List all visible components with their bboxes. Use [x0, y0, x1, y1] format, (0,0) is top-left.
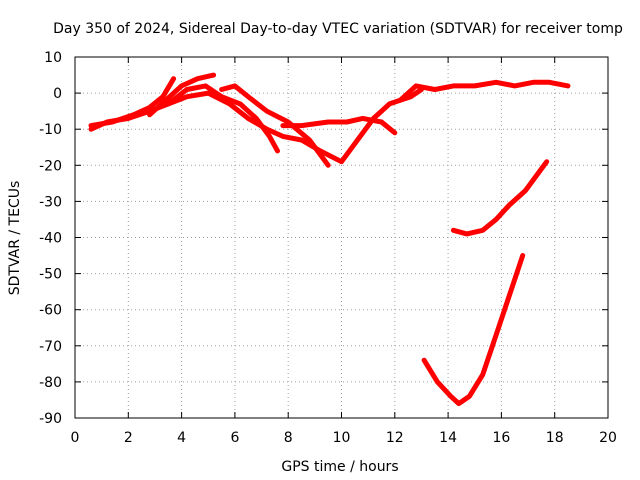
x-axis-label: GPS time / hours: [281, 459, 398, 475]
x-tick-label: 14: [439, 430, 457, 446]
y-tick-label: -90: [39, 411, 62, 427]
chart-title: Day 350 of 2024, Sidereal Day-to-day VTE…: [53, 21, 623, 37]
series-line-track-7: [397, 79, 571, 103]
y-tick-label: -10: [39, 122, 62, 138]
series-line-track-9: [421, 253, 526, 407]
x-tick-label: 12: [386, 430, 404, 446]
x-tick-label: 20: [599, 430, 617, 446]
axis-ticks: 0 2 4 6 8 10 12 14 16 18 20 -90 -80 -70 -60 -50 -40 -30 -2…: [39, 50, 617, 446]
y-tick-label: -50: [39, 267, 62, 283]
x-tick-label: 18: [546, 430, 564, 446]
series-line-track-2: [88, 76, 177, 129]
data-series: [88, 72, 571, 407]
x-tick-label: 16: [492, 430, 510, 446]
series-line-track-3: [147, 72, 217, 118]
y-tick-label: -20: [39, 158, 62, 174]
y-tick-label: -60: [39, 303, 62, 319]
y-tick-label: -70: [39, 339, 62, 355]
y-tick-label: 10: [44, 50, 62, 66]
y-tick-label: -30: [39, 194, 62, 210]
x-tick-label: 4: [177, 430, 186, 446]
x-tick-label: 6: [230, 430, 239, 446]
y-tick-label: -80: [39, 375, 62, 391]
x-tick-label: 2: [124, 430, 133, 446]
series-line-track-6: [280, 115, 398, 136]
series-line-track-8: [450, 159, 550, 237]
y-tick-label: -40: [39, 231, 62, 247]
series-line-track-5: [219, 83, 331, 168]
y-axis-label: SDTVAR / TECUs: [7, 181, 23, 296]
x-tick-label: 0: [71, 430, 80, 446]
y-tick-label: 0: [53, 86, 62, 102]
series-line-track-4: [165, 83, 280, 154]
x-tick-label: 8: [284, 430, 293, 446]
grid-lines: [75, 57, 608, 418]
x-tick-label: 10: [333, 430, 351, 446]
